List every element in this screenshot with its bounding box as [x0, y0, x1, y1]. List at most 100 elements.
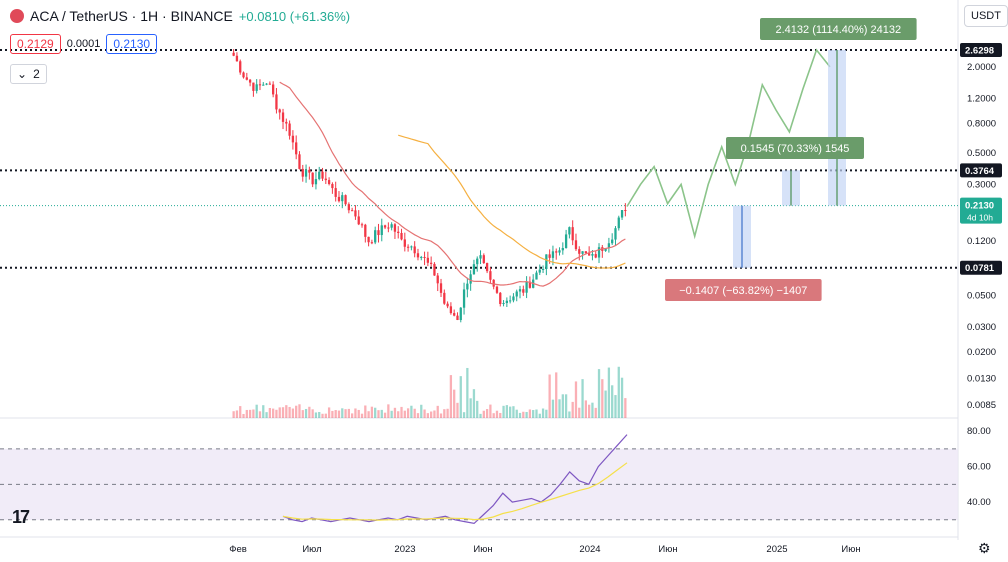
volume-bar: [327, 407, 331, 418]
volume-bar: [374, 407, 377, 418]
time-tick-label: Июн: [658, 544, 677, 555]
time-tick-label: 2024: [579, 544, 600, 555]
candle-body: [614, 228, 617, 240]
volume-bar: [538, 413, 541, 418]
candle-body: [268, 83, 271, 85]
volume-bar: [344, 409, 347, 418]
candle-body: [252, 82, 255, 91]
price-tick-label: 1.2000: [967, 94, 996, 105]
candle-body: [541, 268, 545, 270]
volume-bar: [426, 413, 429, 418]
candle-body: [443, 292, 446, 304]
candle-body: [433, 263, 436, 276]
volume-bar: [449, 375, 453, 418]
volume-bar: [304, 408, 308, 418]
volume-bar: [318, 411, 321, 418]
candle-body: [265, 83, 268, 85]
volume-bar: [459, 376, 462, 418]
price-tick-label: 0.0300: [967, 322, 996, 333]
level-price-tag: [960, 43, 1002, 57]
symbol-title[interactable]: ACA / TetherUS · 1H · BINANCE: [30, 8, 233, 24]
volume-bar: [410, 405, 413, 418]
candle-body: [482, 255, 485, 264]
candle-body: [262, 84, 265, 86]
level-price-label: 0.0781: [965, 263, 995, 274]
volume-bar: [291, 408, 295, 418]
price-tick-label: 2.0000: [967, 62, 996, 73]
volume-bar: [597, 369, 601, 418]
volume-bar: [476, 400, 479, 418]
candle-body: [545, 254, 548, 269]
chevron-down-icon: ⌄: [17, 67, 28, 81]
candle-body: [383, 225, 387, 228]
volume-bar: [617, 366, 620, 418]
level-price-label: 2.6298: [965, 46, 994, 57]
volume-bar: [403, 410, 406, 418]
buy-price-button[interactable]: 0.2130: [106, 34, 158, 54]
indicators-toggle[interactable]: ⌄ 2: [10, 64, 47, 84]
volume-bar: [413, 408, 416, 418]
price-tick-label: 0.8000: [967, 119, 996, 130]
candle-body: [281, 112, 285, 122]
candle-body: [551, 251, 555, 258]
order-prices: 0.2129 0.0001 0.2130: [10, 34, 158, 54]
volume-bar: [489, 404, 492, 418]
rsi-ma-line: [282, 462, 628, 521]
countdown-label: 4d 10h: [967, 213, 993, 223]
candle-body: [597, 247, 601, 258]
volume-bar: [561, 394, 564, 418]
candle-body: [469, 274, 472, 284]
candle-body: [334, 188, 337, 197]
price-tick-label: 0.3000: [967, 179, 996, 190]
volume-bar: [265, 412, 268, 418]
currency-selector[interactable]: USDT: [964, 5, 1008, 27]
candle-body: [459, 307, 462, 321]
candle-body: [232, 52, 235, 56]
volume-bar: [515, 409, 518, 418]
volume-bar: [423, 409, 426, 418]
volume-bar: [383, 412, 387, 418]
price-tick-label: 0.0130: [967, 374, 996, 385]
candle-body: [555, 251, 558, 253]
level-price-label: 0.3764: [965, 166, 995, 177]
candle-body: [423, 256, 426, 258]
volume-bar: [578, 407, 581, 418]
volume-bar: [324, 413, 327, 418]
volume-bar: [390, 410, 393, 418]
volume-bar: [295, 405, 298, 418]
candle-body: [436, 275, 439, 284]
volume-bar: [604, 390, 607, 418]
volume-bar: [436, 405, 439, 418]
volume-bar: [532, 410, 535, 418]
candle-body: [502, 303, 505, 305]
volume-bar: [499, 412, 502, 418]
candle-body: [275, 94, 278, 110]
volume-bar: [272, 408, 275, 418]
candle-body: [327, 180, 331, 185]
volume-bar: [347, 408, 350, 418]
volume-bar: [406, 408, 410, 418]
volume-bar: [360, 413, 364, 418]
rsi-tick-label: 40.00: [967, 497, 991, 508]
price-tick-label: 0.0200: [967, 347, 996, 358]
candle-body: [304, 169, 308, 177]
forecast-path-line[interactable]: [626, 48, 831, 240]
sell-price-button[interactable]: 0.2129: [10, 34, 61, 54]
settings-gear-icon[interactable]: ⚙: [978, 540, 991, 556]
indicator-count: 2: [33, 67, 40, 81]
volume-bar: [370, 406, 374, 418]
volume-bar: [285, 405, 288, 418]
symbol-header[interactable]: ACA / TetherUS · 1H · BINANCE +0.0810 (+…: [10, 8, 350, 24]
volume-bar: [466, 367, 469, 418]
candle-body: [406, 246, 410, 248]
candle-body: [558, 250, 561, 253]
volume-bar: [357, 409, 360, 418]
volume-bar: [433, 410, 436, 418]
volume-bar: [242, 413, 245, 418]
candle-body: [564, 234, 568, 248]
level-price-tag: [960, 260, 1002, 275]
volume-bar: [601, 379, 604, 418]
candle-body: [360, 224, 364, 226]
candle-body: [466, 283, 469, 290]
